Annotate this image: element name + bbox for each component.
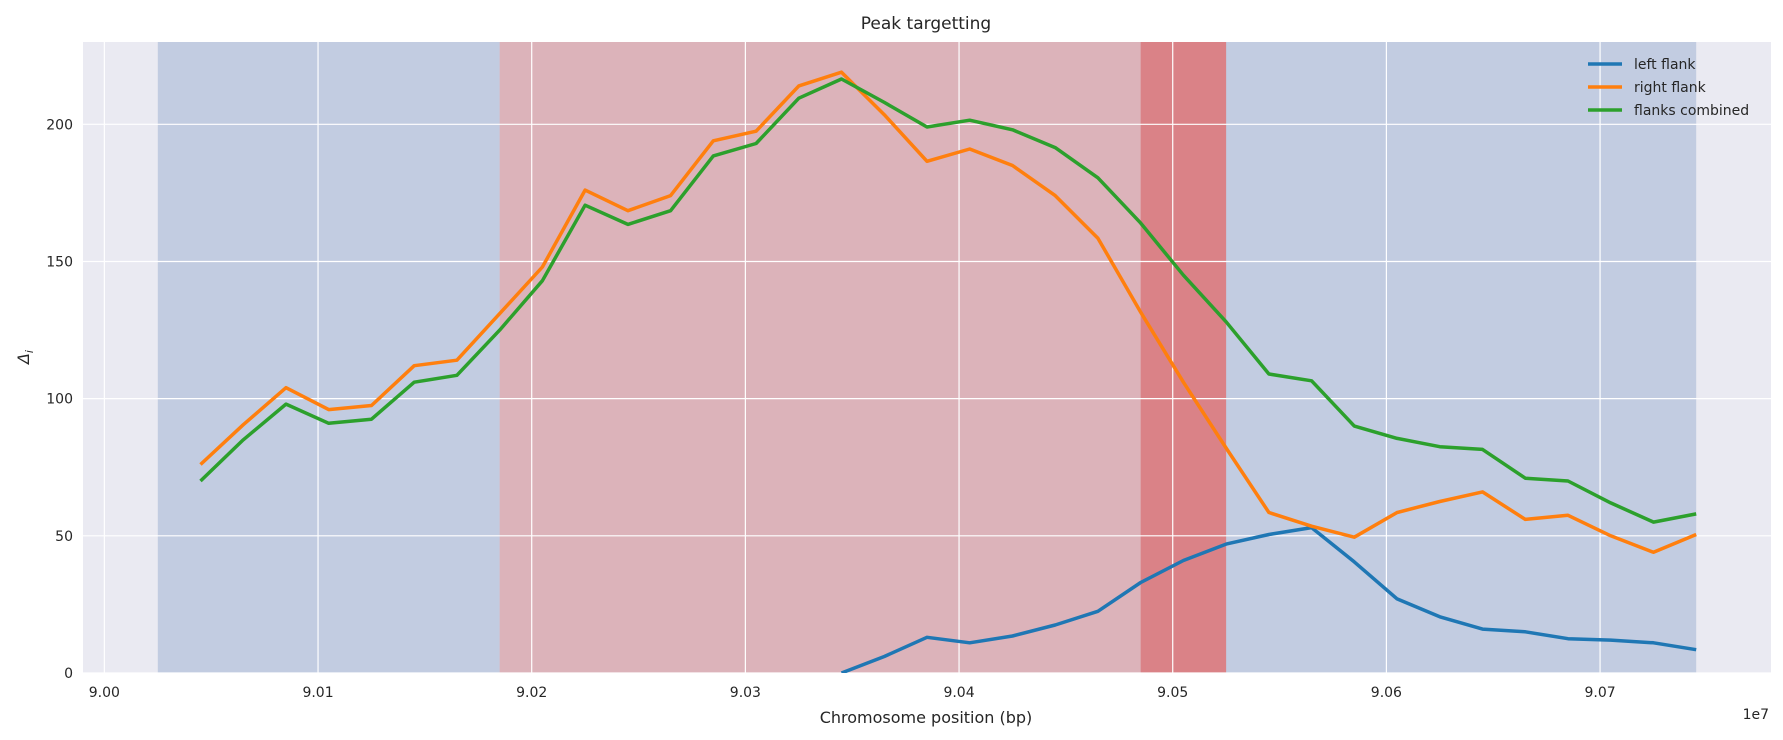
y-tick-label: 50 [55,529,73,545]
x-tick-label: 9.00 [89,685,120,701]
legend-label: flanks combined [1634,103,1749,119]
x-tick-label: 9.06 [1371,685,1402,701]
legend-label: left flank [1634,57,1696,73]
x-offset-label: 1e7 [1743,707,1769,723]
series-line-right-flank [199,70,1697,555]
y-axis-label-subscript: i [23,350,36,353]
legend: left flank right flank flanks combined [1588,57,1749,119]
grid-lines [83,42,1771,674]
x-tick-label: 9.07 [1584,685,1615,701]
y-tick-label: 0 [64,666,73,682]
chart-title: Peak targetting [861,14,991,34]
plot-background [83,42,1771,673]
x-tick-label: 9.01 [302,685,333,701]
shaded-region [157,42,500,673]
series-line-left-flank [840,525,1697,673]
shaded-region [1226,42,1697,673]
tick-labels: 9.00 9.01 9.02 9.03 9.04 9.05 9.06 9.07 0 50 100 15… [46,117,1615,701]
shaded-region [1140,42,1227,673]
svg-text:Δi: Δi [14,350,36,366]
y-axis-label: Δi [14,350,36,366]
y-tick-label: 150 [46,254,73,270]
series-lines [199,70,1697,673]
y-axis-label-symbol: Δ [14,353,33,366]
x-tick-label: 9.05 [1157,685,1188,701]
x-axis-label: Chromosome position (bp) [820,708,1033,727]
series-line-flanks-combined [199,77,1697,524]
x-tick-label: 9.02 [516,685,547,701]
x-tick-label: 9.04 [943,685,974,701]
y-tick-label: 200 [46,117,73,133]
shaded-region [499,42,1227,673]
shaded-regions [157,42,1697,673]
x-tick-label: 9.03 [730,685,761,701]
y-tick-label: 100 [46,392,73,408]
legend-label: right flank [1634,80,1707,96]
